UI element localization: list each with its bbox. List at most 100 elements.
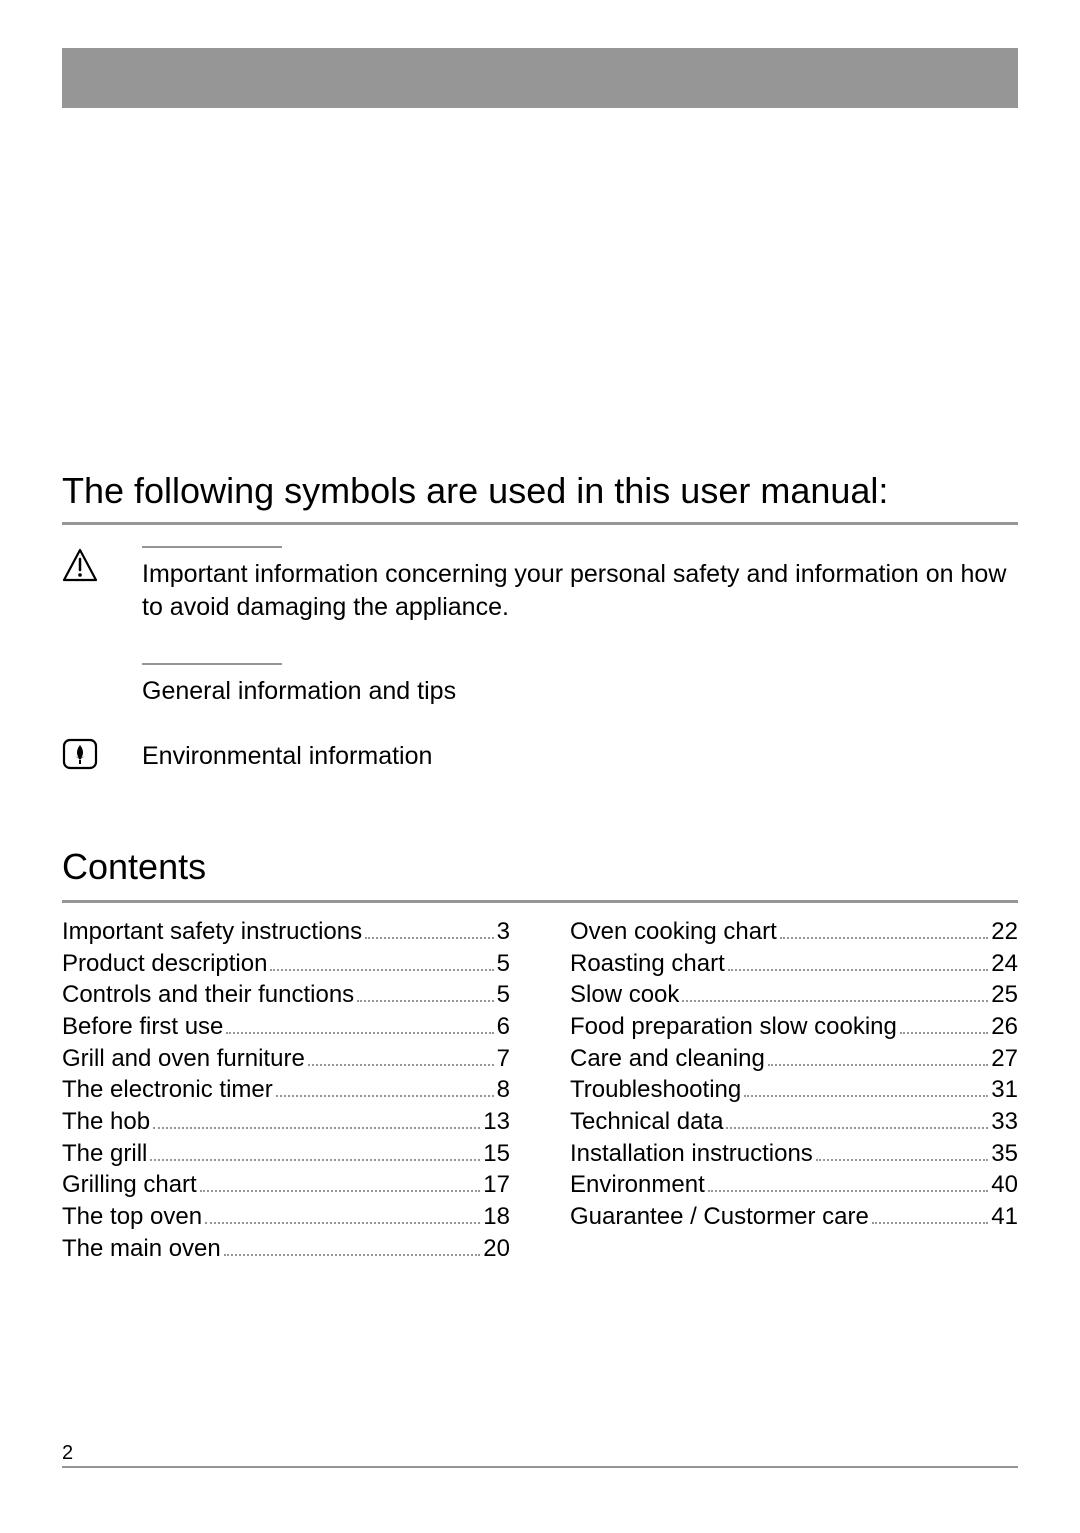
symbol-rule — [142, 663, 282, 665]
toc-row: The electronic timer 8 — [62, 1074, 510, 1106]
toc-row: Care and cleaning27 — [570, 1043, 1018, 1075]
toc-col-right: Oven cooking chart 22Roasting chart24Slow… — [570, 916, 1018, 1264]
symbol-eco-text: Environmental information — [142, 736, 1018, 773]
toc-row: Roasting chart24 — [570, 948, 1018, 980]
toc-title: Roasting chart — [570, 948, 725, 980]
header-bar — [62, 48, 1018, 108]
symbol-warning-body: Important information concerning your pe… — [102, 546, 1018, 623]
toc-page: 22 — [991, 916, 1018, 948]
toc-dots — [357, 1000, 493, 1002]
toc-page: 15 — [483, 1138, 510, 1170]
toc-title: Grill and oven furniture — [62, 1043, 305, 1075]
toc-title: Product description — [62, 948, 267, 980]
toc-page: 25 — [991, 979, 1018, 1011]
symbols-section: Important information concerning your pe… — [62, 546, 1018, 803]
contents-heading: Contents — [62, 846, 1018, 903]
toc-row: Food preparation slow cooking 26 — [570, 1011, 1018, 1043]
toc-title: The grill — [62, 1138, 147, 1170]
toc-title: Grilling chart — [62, 1169, 197, 1201]
toc-row: The grill 15 — [62, 1138, 510, 1170]
toc-page: 18 — [483, 1201, 510, 1233]
toc-title: The hob — [62, 1106, 150, 1138]
toc-dots — [153, 1127, 480, 1129]
toc-title: Slow cook — [570, 979, 679, 1011]
toc-dots — [682, 1000, 988, 1002]
toc-page: 5 — [497, 979, 510, 1011]
toc-title: Installation instructions — [570, 1138, 813, 1170]
eco-icon — [62, 736, 102, 775]
toc-dots — [200, 1190, 481, 1192]
toc-dots — [872, 1222, 989, 1224]
toc-row: Environment 40 — [570, 1169, 1018, 1201]
warning-icon — [62, 546, 102, 587]
toc-title: Food preparation slow cooking — [570, 1011, 897, 1043]
toc-dots — [768, 1064, 988, 1066]
toc-row: Technical data 33 — [570, 1106, 1018, 1138]
toc-row: Before first use 6 — [62, 1011, 510, 1043]
symbol-eco-block: Environmental information — [62, 736, 1018, 775]
toc-row: Troubleshooting 31 — [570, 1074, 1018, 1106]
toc-page: 6 — [497, 1011, 510, 1043]
symbol-info-body: General information and tips — [102, 663, 1018, 708]
toc: Important safety instructions3Product de… — [62, 916, 1018, 1264]
toc-row: Guarantee / Custormer care41 — [570, 1201, 1018, 1233]
toc-title: Important safety instructions — [62, 916, 362, 948]
toc-title: The electronic timer — [62, 1074, 273, 1106]
toc-page: 20 — [483, 1233, 510, 1265]
toc-dots — [270, 969, 493, 971]
toc-title: Oven cooking chart — [570, 916, 777, 948]
toc-row: Grill and oven furniture 7 — [62, 1043, 510, 1075]
toc-row: Important safety instructions 3 — [62, 916, 510, 948]
page-number: 2 — [62, 1442, 73, 1464]
toc-page: 7 — [497, 1043, 510, 1075]
toc-title: The main oven — [62, 1233, 221, 1265]
toc-dots — [224, 1254, 481, 1256]
symbol-warning-block: Important information concerning your pe… — [62, 546, 1018, 623]
toc-page: 31 — [991, 1074, 1018, 1106]
page-footer: 2 — [62, 1466, 1018, 1493]
toc-dots — [816, 1159, 989, 1161]
toc-dots — [276, 1095, 494, 1097]
toc-title: Controls and their functions — [62, 979, 354, 1011]
toc-dots — [708, 1190, 989, 1192]
toc-title: Troubleshooting — [570, 1074, 741, 1106]
toc-page: 26 — [991, 1011, 1018, 1043]
toc-row: Product description 5 — [62, 948, 510, 980]
toc-page: 35 — [991, 1138, 1018, 1170]
toc-page: 13 — [483, 1106, 510, 1138]
toc-title: Before first use — [62, 1011, 223, 1043]
symbol-info-block: General information and tips — [62, 663, 1018, 708]
toc-row: Slow cook 25 — [570, 979, 1018, 1011]
toc-dots — [726, 1127, 988, 1129]
toc-page: 5 — [497, 948, 510, 980]
toc-dots — [226, 1032, 493, 1034]
toc-page: 40 — [991, 1169, 1018, 1201]
toc-dots — [900, 1032, 988, 1034]
toc-row: The top oven 18 — [62, 1201, 510, 1233]
toc-row: Controls and their functions 5 — [62, 979, 510, 1011]
toc-page: 41 — [991, 1201, 1018, 1233]
toc-dots — [780, 937, 989, 939]
toc-title: Care and cleaning — [570, 1043, 765, 1075]
toc-page: 17 — [483, 1169, 510, 1201]
symbol-info-text: General information and tips — [142, 675, 1018, 708]
toc-dots — [205, 1222, 480, 1224]
toc-dots — [150, 1159, 480, 1161]
toc-page: 3 — [497, 916, 510, 948]
toc-page: 8 — [497, 1074, 510, 1106]
symbol-rule — [142, 546, 282, 548]
toc-page: 33 — [991, 1106, 1018, 1138]
symbol-warning-text: Important information concerning your pe… — [142, 558, 1018, 623]
toc-dots — [365, 937, 494, 939]
toc-title: Technical data — [570, 1106, 723, 1138]
intro-heading: The following symbols are used in this u… — [62, 470, 1018, 525]
symbol-eco-body: Environmental information — [102, 736, 1018, 773]
toc-dots — [728, 969, 989, 971]
info-icon — [62, 663, 102, 665]
toc-title: Environment — [570, 1169, 705, 1201]
toc-col-left: Important safety instructions3Product de… — [62, 916, 510, 1264]
toc-title: The top oven — [62, 1201, 202, 1233]
toc-dots — [308, 1064, 494, 1066]
toc-row: The hob 13 — [62, 1106, 510, 1138]
toc-row: Oven cooking chart 22 — [570, 916, 1018, 948]
